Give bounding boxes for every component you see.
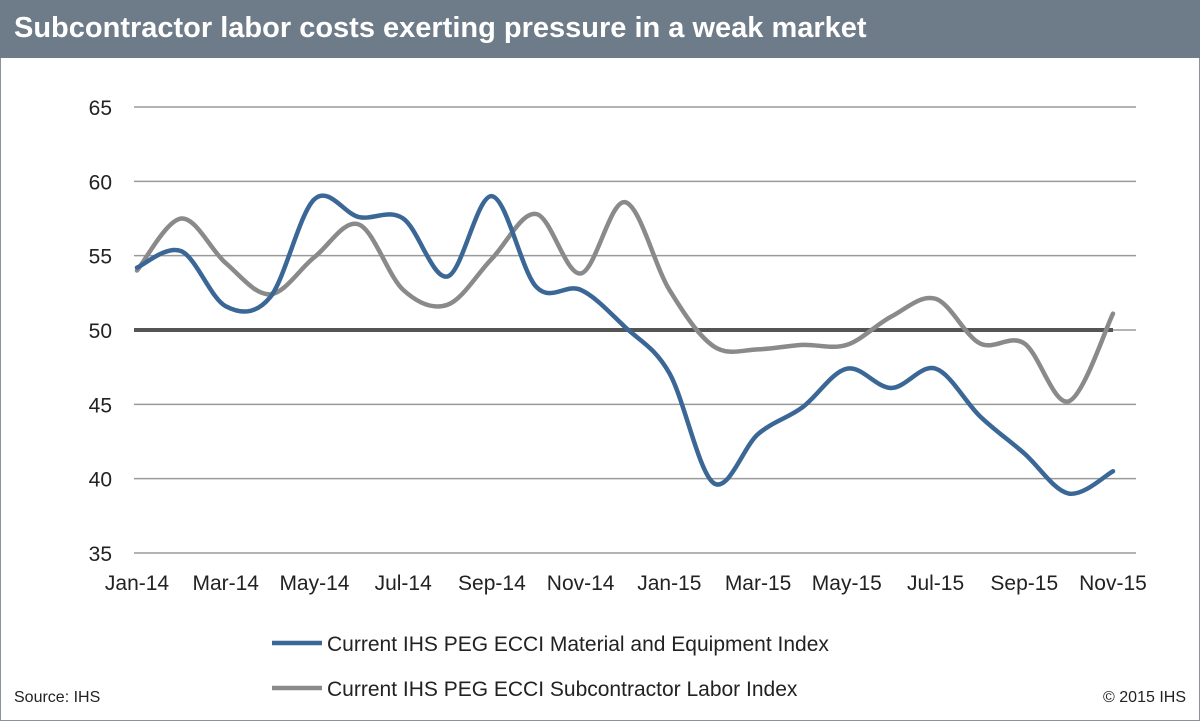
x-tick-label: Jan-15 <box>637 572 701 595</box>
y-tick-label: 35 <box>89 543 112 566</box>
source-note: Source: IHS <box>14 689 101 706</box>
y-tick-label: 60 <box>89 171 112 194</box>
y-tick-label: 65 <box>89 97 112 120</box>
y-tick-label: 40 <box>89 469 112 492</box>
x-tick-label: Nov-14 <box>547 572 615 595</box>
x-tick-label: Jan-14 <box>105 572 170 595</box>
legend-label: Current IHS PEG ECCI Subcontractor Labor… <box>327 678 798 701</box>
chart-title: Subcontractor labor costs exerting press… <box>14 12 867 44</box>
series-line-material-equipment <box>134 193 1116 496</box>
copyright-note: © 2015 IHS <box>1103 689 1186 706</box>
x-tick-label: Sep-15 <box>990 572 1058 595</box>
y-tick-label: 50 <box>89 320 112 343</box>
title-bar: Subcontractor labor costs exerting press… <box>0 0 1200 58</box>
legend-label: Current IHS PEG ECCI Material and Equipm… <box>327 633 829 656</box>
x-tick-label: Jul-14 <box>375 572 433 595</box>
series-line-subcontractor-labor <box>134 199 1116 404</box>
x-tick-label: May-14 <box>279 572 349 595</box>
x-tick-label: Nov-15 <box>1079 572 1147 595</box>
x-tick-label: Jul-15 <box>907 572 964 595</box>
x-tick-label: Mar-15 <box>725 572 792 595</box>
x-tick-label: May-15 <box>812 572 882 595</box>
y-tick-label: 55 <box>89 246 112 269</box>
x-tick-label: Mar-14 <box>192 572 259 595</box>
y-tick-label: 45 <box>89 394 112 417</box>
x-tick-label: Sep-14 <box>458 572 526 595</box>
